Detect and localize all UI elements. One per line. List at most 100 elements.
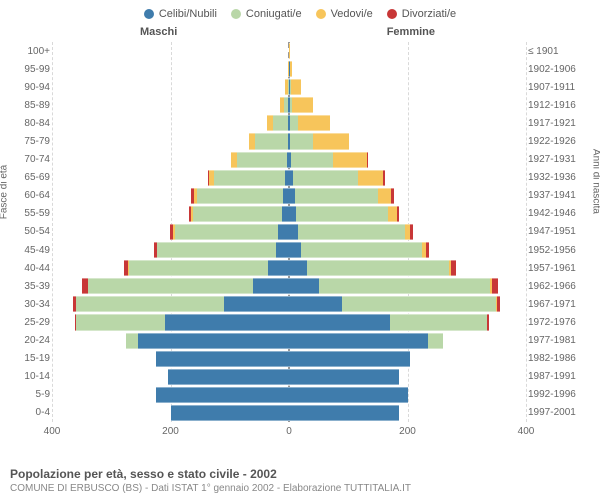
bar-segment: [293, 170, 358, 186]
age-label: 80-84: [10, 118, 50, 129]
y-axis-right: ≤ 19011902-19061907-19111912-19161917-19…: [528, 42, 590, 422]
pyramid-row: [52, 368, 526, 386]
bar-segment: [157, 242, 276, 258]
bar-segment: [129, 260, 268, 276]
bar-male: [75, 314, 289, 330]
bar-segment: [168, 369, 289, 385]
pyramid-row: [52, 78, 526, 96]
bar-segment: [268, 260, 289, 276]
age-label: 95-99: [10, 64, 50, 75]
bar-segment: [319, 278, 491, 294]
bars-container: [52, 42, 526, 422]
birth-label: 1907-1911: [528, 82, 590, 93]
bar-segment: [273, 115, 288, 131]
x-axis: 4002000200400: [52, 424, 526, 440]
pyramid-row: [52, 187, 526, 205]
bar-segment: [383, 170, 385, 186]
bar-segment: [295, 188, 378, 204]
bar-segment: [298, 224, 405, 240]
age-label: 85-89: [10, 100, 50, 111]
age-label: 70-74: [10, 154, 50, 165]
x-tick-label: 0: [286, 426, 292, 437]
birth-label: 1902-1906: [528, 64, 590, 75]
bar-segment: [451, 260, 456, 276]
pyramid-row: [52, 277, 526, 295]
bar-segment: [410, 224, 413, 240]
age-label: 90-94: [10, 82, 50, 93]
bar-segment: [333, 152, 367, 168]
bar-female: [289, 387, 408, 403]
bar-segment: [290, 133, 313, 149]
pyramid-row: [52, 332, 526, 350]
age-label: 45-49: [10, 245, 50, 256]
bar-female: [289, 115, 330, 131]
bar-segment: [193, 206, 282, 222]
bar-segment: [282, 206, 289, 222]
bar-male: [280, 97, 289, 113]
bar-segment: [292, 97, 313, 113]
pyramid-row: [52, 241, 526, 259]
x-tick-label: 200: [162, 426, 179, 437]
legend-item: Divorziati/e: [387, 8, 456, 20]
legend-label: Celibi/Nubili: [159, 8, 217, 20]
bar-female: [289, 133, 349, 149]
bar-segment: [88, 278, 254, 294]
birth-label: 1982-1986: [528, 353, 590, 364]
bar-segment: [298, 115, 331, 131]
bar-female: [289, 278, 498, 294]
age-label: 25-29: [10, 317, 50, 328]
x-tick-label: 400: [518, 426, 535, 437]
bar-segment: [342, 296, 496, 312]
bar-segment: [255, 133, 288, 149]
pyramid-chart: Celibi/NubiliConiugati/eVedovi/eDivorzia…: [0, 0, 600, 500]
age-label: 5-9: [10, 389, 50, 400]
bar-female: [289, 170, 385, 186]
gender-label-male: Maschi: [140, 26, 177, 38]
bar-segment: [358, 170, 383, 186]
birth-label: 1972-1976: [528, 317, 590, 328]
bar-segment: [175, 224, 279, 240]
y-axis-left: 100+95-9990-9485-8980-8475-7970-7465-696…: [10, 42, 50, 422]
bar-segment: [253, 278, 289, 294]
bar-segment: [289, 278, 319, 294]
legend-swatch: [316, 9, 326, 19]
bar-segment: [289, 405, 399, 421]
bar-segment: [289, 369, 399, 385]
pyramid-row: [52, 313, 526, 331]
bar-segment: [313, 133, 350, 149]
pyramid-row: [52, 386, 526, 404]
bar-segment: [397, 206, 399, 222]
bar-segment: [289, 387, 408, 403]
bar-segment: [289, 260, 307, 276]
birth-label: 1962-1966: [528, 281, 590, 292]
age-label: 55-59: [10, 208, 50, 219]
pyramid-row: [52, 60, 526, 78]
birth-label: 1957-1961: [528, 263, 590, 274]
bar-segment: [290, 61, 292, 77]
pyramid-row: [52, 223, 526, 241]
x-tick-label: 400: [44, 426, 61, 437]
bar-male: [267, 115, 289, 131]
bar-female: [289, 369, 399, 385]
bar-female: [289, 188, 394, 204]
bar-male: [231, 152, 289, 168]
bar-segment: [426, 242, 429, 258]
gridline: [526, 42, 527, 422]
plot-area: [52, 42, 526, 422]
bar-segment: [492, 278, 498, 294]
bar-female: [289, 224, 413, 240]
bar-segment: [165, 314, 289, 330]
birth-label: 1997-2001: [528, 407, 590, 418]
x-tick-label: 200: [399, 426, 416, 437]
bar-female: [289, 260, 456, 276]
age-label: 35-39: [10, 281, 50, 292]
age-label: 65-69: [10, 172, 50, 183]
bar-segment: [156, 351, 289, 367]
birth-label: 1922-1926: [528, 136, 590, 147]
pyramid-row: [52, 114, 526, 132]
bar-male: [156, 387, 289, 403]
bar-female: [289, 314, 489, 330]
bar-male: [189, 206, 289, 222]
age-label: 75-79: [10, 136, 50, 147]
bar-male: [208, 170, 289, 186]
